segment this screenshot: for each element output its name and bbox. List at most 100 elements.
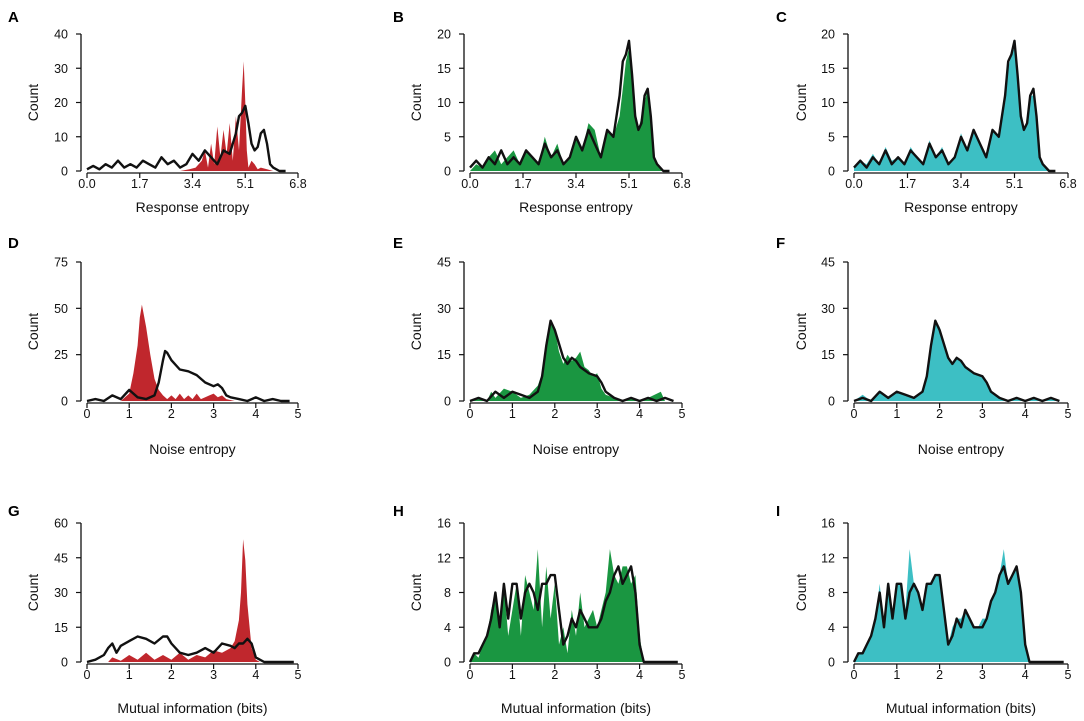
x-tick-label-g: 5 [295, 668, 302, 682]
y-tick-label-i: 0 [828, 656, 835, 670]
x-tick-label-g: 2 [168, 668, 175, 682]
x-tick-label-a: 6.8 [289, 177, 306, 191]
y-tick-label-i: 16 [821, 517, 835, 531]
y-tick-label-b: 20 [437, 28, 451, 42]
line-model-f [853, 319, 1060, 403]
x-tick-label-i: 1 [893, 668, 900, 682]
x-tick-label-e: 5 [679, 407, 686, 421]
y-axis-label-i: Count [793, 574, 809, 611]
x-axis-label-c: Response entropy [904, 199, 1018, 215]
line-model-d [86, 349, 290, 403]
y-tick-label-a: 30 [54, 62, 68, 76]
x-tick-label-e: 2 [551, 407, 558, 421]
x-tick-label-b: 6.8 [673, 177, 690, 191]
x-tick-label-f: 3 [979, 407, 986, 421]
x-tick-label-h: 0 [467, 668, 474, 682]
x-tick-label-d: 2 [168, 407, 175, 421]
x-tick-label-h: 5 [679, 668, 686, 682]
y-tick-label-c: 0 [828, 165, 835, 179]
area-observed-d [87, 304, 298, 401]
x-tick-label-g: 4 [252, 668, 259, 682]
y-tick-label-e: 15 [437, 348, 451, 362]
x-tick-label-f: 0 [851, 407, 858, 421]
panel-letter-g: G [8, 503, 20, 520]
x-tick-label-h: 1 [509, 668, 516, 682]
x-tick-label-f: 5 [1065, 407, 1072, 421]
y-tick-label-h: 4 [444, 621, 451, 635]
y-axis-label-h: Count [408, 574, 424, 611]
x-tick-label-f: 4 [1022, 407, 1029, 421]
panel-letter-i: I [776, 503, 780, 520]
x-tick-label-b: 1.7 [514, 177, 531, 191]
line-model-e [469, 319, 674, 403]
y-tick-label-c: 5 [828, 130, 835, 144]
x-tick-label-g: 0 [84, 668, 91, 682]
x-tick-label-c: 6.8 [1059, 177, 1076, 191]
x-tick-label-d: 5 [295, 407, 302, 421]
y-tick-label-g: 0 [61, 656, 68, 670]
y-tick-label-f: 15 [821, 348, 835, 362]
y-tick-label-a: 20 [54, 96, 68, 110]
x-tick-label-b: 3.4 [567, 177, 584, 191]
y-tick-label-e: 45 [437, 256, 451, 270]
y-tick-label-h: 8 [444, 586, 451, 600]
y-axis-label-e: Count [408, 313, 424, 350]
x-tick-label-h: 4 [636, 668, 643, 682]
x-axis-label-i: Mutual information (bits) [886, 700, 1036, 716]
x-tick-label-g: 3 [210, 668, 217, 682]
panel-letter-f: F [776, 235, 785, 252]
x-tick-label-d: 4 [252, 407, 259, 421]
x-tick-label-a: 0.0 [78, 177, 95, 191]
y-tick-label-d: 75 [54, 256, 68, 270]
panel-d: 0 25 50 75 0 1 2 3 4 5 Noise entropy Count D [8, 235, 302, 457]
x-tick-label-d: 0 [84, 407, 91, 421]
x-tick-label-h: 3 [594, 668, 601, 682]
x-tick-label-i: 3 [979, 668, 986, 682]
x-axis-label-g: Mutual information (bits) [117, 700, 267, 716]
x-tick-label-f: 2 [936, 407, 943, 421]
x-tick-label-c: 1.7 [899, 177, 916, 191]
y-tick-label-i: 12 [821, 551, 835, 565]
line-model-h [468, 565, 678, 664]
y-tick-label-g: 15 [54, 621, 68, 635]
x-tick-label-f: 1 [893, 407, 900, 421]
y-tick-label-g: 60 [54, 517, 68, 531]
x-tick-label-a: 1.7 [131, 177, 148, 191]
x-axis-label-b: Response entropy [519, 199, 633, 215]
y-tick-label-c: 20 [821, 28, 835, 42]
x-axis-label-d: Noise entropy [149, 441, 235, 457]
x-tick-label-g: 1 [126, 668, 133, 682]
y-tick-label-c: 10 [821, 96, 835, 110]
y-tick-label-f: 45 [821, 256, 835, 270]
panel-letter-e: E [393, 235, 403, 252]
x-tick-label-a: 5.1 [237, 177, 254, 191]
panel-letter-b: B [393, 9, 404, 26]
line-model-i [852, 565, 1064, 664]
x-tick-label-i: 5 [1065, 668, 1072, 682]
line-model-g [86, 635, 294, 664]
x-tick-label-d: 1 [126, 407, 133, 421]
area-observed-b [470, 47, 670, 172]
x-axis-label-a: Response entropy [136, 199, 250, 215]
x-tick-label-d: 3 [210, 407, 217, 421]
y-tick-label-i: 8 [828, 586, 835, 600]
x-tick-label-e: 4 [636, 407, 643, 421]
y-tick-label-a: 0 [61, 165, 68, 179]
y-tick-label-d: 0 [61, 395, 68, 409]
x-tick-label-a: 3.4 [184, 177, 201, 191]
area-observed-i [854, 549, 1064, 662]
x-tick-label-e: 3 [594, 407, 601, 421]
y-tick-label-d: 25 [54, 348, 68, 362]
panel-letter-a: A [8, 9, 19, 26]
x-tick-label-e: 0 [467, 407, 474, 421]
area-observed-e [470, 320, 674, 401]
x-tick-label-i: 2 [936, 668, 943, 682]
y-tick-label-g: 30 [54, 586, 68, 600]
x-tick-label-c: 3.4 [952, 177, 969, 191]
y-axis-label-g: Count [25, 574, 41, 611]
y-tick-label-a: 40 [54, 28, 68, 42]
y-axis-label-b: Count [408, 84, 424, 121]
